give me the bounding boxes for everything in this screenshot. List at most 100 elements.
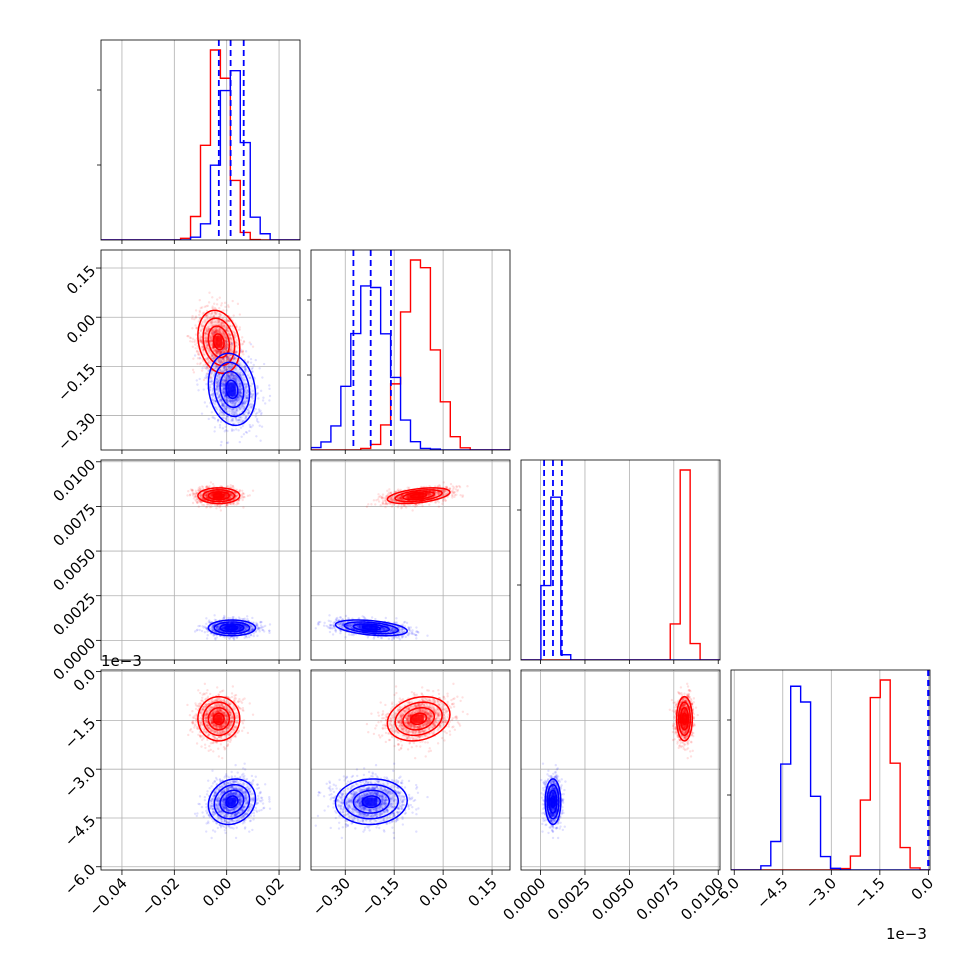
sample-point (223, 368, 227, 372)
sample-point (212, 333, 215, 336)
sample-point (228, 410, 231, 413)
sample-point (240, 395, 243, 398)
sample-point (216, 382, 219, 385)
sample-point (201, 367, 204, 370)
sample-point (201, 327, 204, 331)
sample-point (234, 398, 238, 401)
sample-point (246, 408, 249, 412)
sample-point (257, 397, 260, 400)
sample-point (235, 376, 238, 379)
sample-point (227, 374, 230, 378)
sample-point (219, 368, 222, 372)
sample-point (224, 335, 227, 338)
sample-point (243, 368, 247, 371)
sample-point (205, 493, 208, 496)
sample-point (242, 404, 245, 408)
sample-point (215, 377, 219, 380)
sample-point (221, 361, 225, 364)
sample-point (222, 351, 225, 354)
sample-point (242, 402, 245, 405)
sample-point (235, 357, 238, 360)
sample-point (223, 366, 226, 369)
sample-point (200, 339, 203, 343)
sample-point (227, 305, 230, 309)
sample-point (229, 374, 233, 377)
sample-point (235, 344, 238, 348)
sample-point (244, 410, 247, 414)
sample-point (204, 340, 208, 343)
sample-point (212, 356, 216, 360)
sample-point (212, 314, 216, 318)
sample-point (206, 365, 209, 369)
sample-point (210, 339, 213, 342)
sample-point (228, 377, 232, 380)
sample-point (226, 441, 230, 444)
sample-point (233, 333, 237, 336)
sample-point (239, 370, 243, 373)
sample-point (210, 344, 213, 347)
sample-point (246, 394, 250, 397)
sample-point (224, 326, 228, 329)
sample-point (203, 339, 207, 342)
sample-point (222, 324, 226, 327)
sample-point (224, 339, 228, 342)
sample-point (225, 342, 228, 346)
sample-point (213, 356, 217, 359)
sample-point (254, 415, 258, 418)
sample-point (225, 309, 228, 312)
sample-point (252, 634, 255, 638)
sample-point (235, 325, 238, 329)
sample-point (189, 340, 192, 343)
sample-point (250, 367, 254, 371)
sample-point (248, 429, 251, 433)
sample-point (226, 330, 230, 333)
sample-point (238, 391, 242, 395)
sample-point (198, 313, 201, 317)
sample-point (240, 392, 244, 395)
sample-point (251, 394, 254, 398)
sample-point (200, 338, 203, 342)
sample-point (248, 494, 251, 497)
sample-point (238, 440, 241, 444)
sample-point (233, 411, 236, 414)
sample-point (221, 382, 224, 386)
sample-point (218, 376, 221, 379)
sample-point (210, 319, 213, 323)
sample-point (244, 417, 247, 420)
sample-point (233, 356, 237, 360)
sample-point (226, 346, 229, 349)
sample-point (230, 412, 233, 415)
sample-point (202, 378, 206, 382)
sample-point (235, 341, 238, 345)
sample-point (232, 637, 236, 640)
sample-point (205, 617, 208, 620)
sample-point (247, 411, 250, 415)
sample-point (234, 351, 238, 354)
sample-point (220, 413, 224, 417)
sample-point (221, 393, 225, 397)
sample-point (241, 373, 245, 377)
sample-point (226, 415, 230, 419)
sample-point (232, 429, 235, 432)
sample-point (221, 383, 225, 386)
sample-point (195, 350, 199, 353)
sample-point (220, 360, 224, 363)
sample-point (228, 358, 231, 361)
sample-point (230, 407, 233, 411)
sample-point (222, 404, 225, 408)
sample-point (210, 331, 214, 335)
sample-point (203, 332, 207, 335)
sample-point (223, 413, 226, 416)
sample-point (210, 339, 213, 342)
sample-point (212, 331, 215, 335)
sample-point (237, 406, 241, 409)
sample-point (250, 405, 254, 409)
sample-point (215, 329, 218, 332)
sample-point (230, 349, 233, 352)
sample-point (222, 366, 225, 369)
sample-point (211, 357, 215, 361)
sample-point (216, 381, 219, 385)
sample-point (225, 346, 229, 350)
sample-point (257, 408, 261, 411)
